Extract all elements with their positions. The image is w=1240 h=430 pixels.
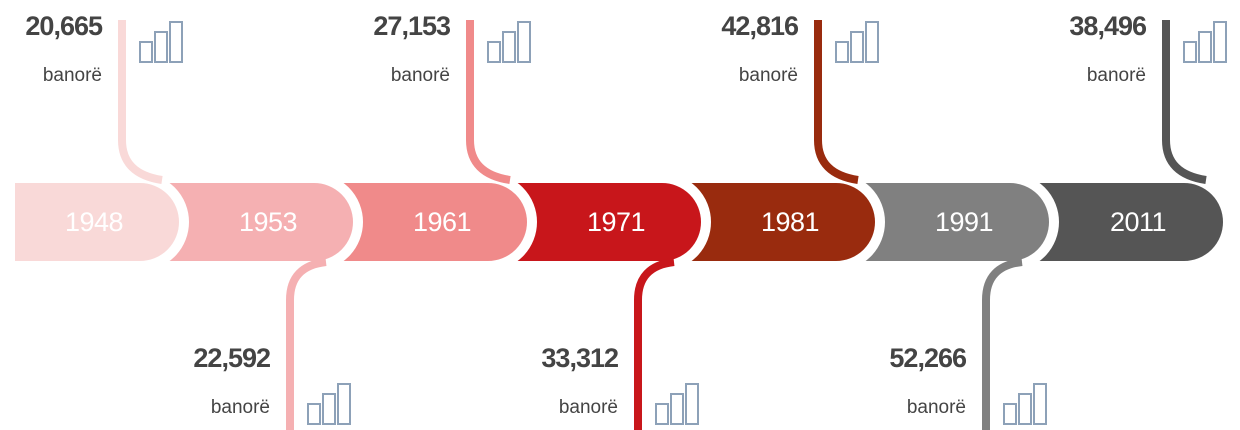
unit: banorë [43, 65, 102, 86]
population: 52,266 [889, 343, 967, 373]
bar-icon [1003, 383, 1047, 425]
icon-bar [517, 21, 531, 63]
icon-bar [502, 31, 516, 63]
icon-bar [670, 393, 684, 425]
unit: banorë [1087, 65, 1146, 86]
connector [814, 20, 859, 184]
population: 27,153 [373, 11, 451, 41]
icon-bar [1198, 31, 1212, 63]
population: 38,496 [1069, 11, 1147, 41]
year-label: 1991 [935, 207, 993, 237]
connector [118, 20, 163, 184]
icon-bar [322, 393, 336, 425]
population: 33,312 [541, 343, 618, 373]
bar-icon [655, 383, 699, 425]
icon-bar [1213, 21, 1227, 63]
unit: banorë [907, 397, 966, 418]
year-label: 1961 [413, 207, 471, 237]
bar-icon [1183, 21, 1227, 63]
icon-bar [865, 21, 879, 63]
unit: banorë [559, 397, 618, 418]
bar-icon [307, 383, 351, 425]
population: 20,665 [25, 11, 103, 41]
connector [982, 258, 1023, 430]
labels: 2011 1991 1981 1971 1961 1953 1948 20,665 banorë… [25, 11, 1227, 425]
icon-bar [1018, 393, 1032, 425]
bar-icon [139, 21, 183, 63]
icon-bar [655, 403, 669, 425]
connector [466, 20, 511, 184]
population: 22,592 [193, 343, 270, 373]
connectors [118, 20, 1207, 430]
icon-bar [850, 31, 864, 63]
icon-bar [1003, 403, 1017, 425]
icon-bar [139, 41, 153, 63]
icon-bar [1033, 383, 1047, 425]
icon-bar [835, 41, 849, 63]
connector [286, 258, 327, 430]
year-label: 1948 [65, 207, 123, 237]
unit: banorë [391, 65, 450, 86]
year-label: 1953 [239, 207, 297, 237]
icon-bar [487, 41, 501, 63]
icon-bar [169, 21, 183, 63]
icon-bar [685, 383, 699, 425]
year-label: 2011 [1110, 207, 1166, 237]
year-label: 1981 [761, 207, 819, 237]
population: 42,816 [721, 11, 799, 41]
year-label: 1971 [587, 207, 645, 237]
bar-icon [487, 21, 531, 63]
icon-bar [154, 31, 168, 63]
connector [634, 258, 675, 430]
unit: banorë [211, 397, 270, 418]
unit: banorë [739, 65, 798, 86]
connector [1162, 20, 1207, 184]
icon-bar [1183, 41, 1197, 63]
bar-icon [835, 21, 879, 63]
icon-bar [337, 383, 351, 425]
icon-bar [307, 403, 321, 425]
